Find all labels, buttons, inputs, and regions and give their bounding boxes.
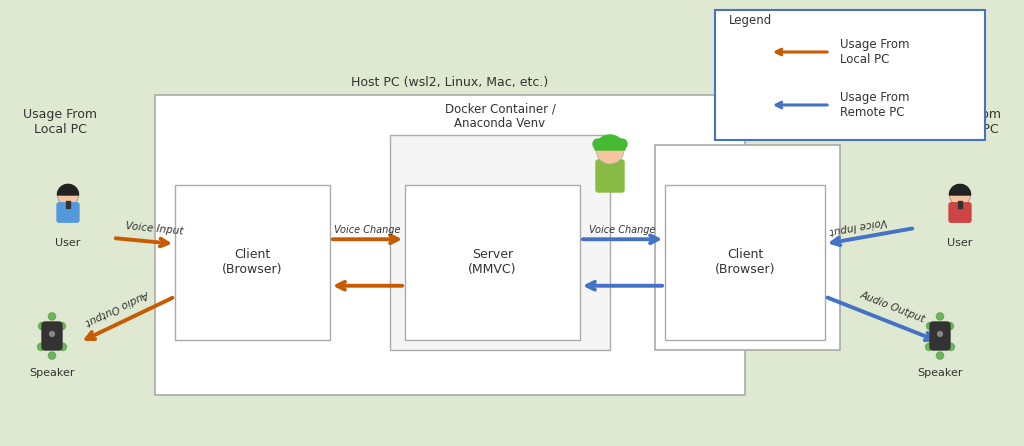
Circle shape xyxy=(59,343,67,351)
Bar xyxy=(958,201,962,208)
Circle shape xyxy=(936,352,943,359)
Text: Voice Change: Voice Change xyxy=(589,225,655,235)
Text: Usage From
Local PC: Usage From Local PC xyxy=(840,38,909,66)
FancyBboxPatch shape xyxy=(655,145,840,350)
Text: Audio Output: Audio Output xyxy=(84,288,151,327)
Circle shape xyxy=(593,139,603,149)
Text: Host PC (wsl2, Linux, Mac, etc.): Host PC (wsl2, Linux, Mac, etc.) xyxy=(351,76,549,89)
Text: Client
(Browser): Client (Browser) xyxy=(715,248,775,277)
FancyBboxPatch shape xyxy=(155,95,745,395)
Text: Speaker: Speaker xyxy=(918,368,963,378)
Text: Usage From
Remote PC: Usage From Remote PC xyxy=(840,91,909,119)
FancyBboxPatch shape xyxy=(665,185,825,340)
Circle shape xyxy=(936,313,943,320)
Text: Legend: Legend xyxy=(729,14,772,27)
FancyBboxPatch shape xyxy=(175,185,330,340)
Circle shape xyxy=(927,322,934,330)
Circle shape xyxy=(58,322,66,330)
Wedge shape xyxy=(595,135,625,150)
Text: Usage From
Local PC: Usage From Local PC xyxy=(23,108,97,136)
Circle shape xyxy=(938,331,942,336)
Text: Docker Container /
Anaconda Venv: Docker Container / Anaconda Venv xyxy=(444,102,555,130)
Text: Remote PC: Remote PC xyxy=(713,126,781,139)
Text: Speaker: Speaker xyxy=(30,368,75,378)
Text: Usage From
Remote PC: Usage From Remote PC xyxy=(927,108,1001,136)
Circle shape xyxy=(949,184,971,206)
Circle shape xyxy=(946,322,953,330)
Text: User: User xyxy=(55,238,81,248)
FancyBboxPatch shape xyxy=(42,322,62,350)
Circle shape xyxy=(57,184,79,206)
Circle shape xyxy=(48,313,55,320)
Text: Voice Change: Voice Change xyxy=(334,225,400,235)
FancyBboxPatch shape xyxy=(596,160,624,192)
Circle shape xyxy=(39,322,46,330)
Text: Voice Input: Voice Input xyxy=(828,216,888,236)
Circle shape xyxy=(926,343,933,351)
Text: Server
(MMVC): Server (MMVC) xyxy=(468,248,517,277)
FancyBboxPatch shape xyxy=(949,203,971,222)
Bar xyxy=(67,201,70,208)
Text: Audio Output: Audio Output xyxy=(858,290,927,325)
Text: User: User xyxy=(947,238,973,248)
FancyBboxPatch shape xyxy=(930,322,950,350)
Circle shape xyxy=(49,331,54,336)
Text: Client
(Browser): Client (Browser) xyxy=(222,248,283,277)
FancyBboxPatch shape xyxy=(406,185,580,340)
Wedge shape xyxy=(57,184,79,195)
Circle shape xyxy=(48,352,55,359)
Circle shape xyxy=(617,139,627,149)
FancyBboxPatch shape xyxy=(390,135,610,350)
Circle shape xyxy=(596,136,624,164)
FancyBboxPatch shape xyxy=(715,10,985,140)
FancyBboxPatch shape xyxy=(57,203,79,222)
Circle shape xyxy=(947,343,954,351)
Circle shape xyxy=(38,343,45,351)
Text: Voice Input: Voice Input xyxy=(125,221,183,237)
Wedge shape xyxy=(949,184,971,195)
